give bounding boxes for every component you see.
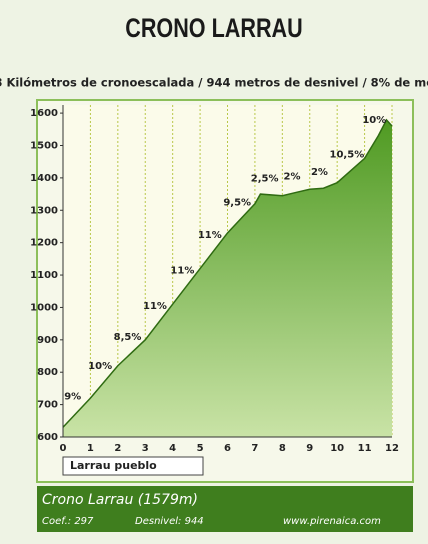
- footer: [37, 486, 413, 532]
- x-tick-label: 12: [385, 443, 399, 454]
- y-tick-label: 1400: [30, 173, 58, 184]
- gradient-label: 9%: [64, 392, 81, 403]
- gradient-label: 8,5%: [114, 332, 142, 343]
- gradient-label: 11%: [143, 301, 167, 312]
- area: [63, 119, 392, 438]
- gradient-label: 9,5%: [223, 197, 251, 208]
- footer-desnivel: Desnivel: 944: [135, 516, 204, 527]
- footer-coef: Coef.: 297: [42, 516, 94, 527]
- chart-title: CRONO LARRAU: [125, 14, 303, 44]
- x-tick-label: 0: [60, 443, 67, 454]
- x-tick-label: 1: [87, 443, 94, 454]
- gradient-label: 10%: [362, 115, 386, 126]
- start-label: Larrau pueblo: [70, 459, 157, 472]
- gradient-label: 2,5%: [251, 174, 279, 185]
- y-tick-label: 1000: [30, 302, 58, 313]
- footer-name: Crono Larrau (1579m): [42, 492, 198, 508]
- x-tick-label: 4: [169, 443, 176, 454]
- profile-line: [62, 118, 393, 428]
- y-tick-label: 900: [37, 335, 58, 346]
- y-tick-label: 1100: [30, 270, 58, 281]
- footer-site: www.pirenaica.com: [283, 516, 381, 527]
- x-tick-label: 8: [279, 443, 286, 454]
- x-tick-label: 9: [306, 443, 313, 454]
- start-box: [62, 456, 204, 476]
- y-tick-label: 1500: [30, 140, 58, 151]
- x-tick-label: 3: [142, 443, 149, 454]
- gradient-label: 2%: [284, 171, 301, 182]
- chart-subtitle: 11,8 Kilómetros de cronoescalada / 944 m…: [0, 76, 428, 90]
- x-tick-label: 5: [197, 443, 204, 454]
- y-tick-label: 600: [37, 432, 58, 443]
- y-tick-label: 800: [37, 367, 58, 378]
- gradient-label: 2%: [311, 167, 328, 178]
- x-tick-label: 11: [358, 443, 372, 454]
- gradient-label: 11%: [170, 265, 194, 276]
- gradient-label: 11%: [198, 230, 222, 241]
- x-tick-label: 6: [224, 443, 231, 454]
- x-tick-label: 7: [251, 443, 258, 454]
- y-tick-label: 700: [37, 400, 58, 411]
- x-tick-label: 2: [114, 443, 121, 454]
- gradient-label: 10%: [88, 361, 112, 372]
- y-tick-label: 1600: [30, 108, 58, 119]
- x-tick-label: 10: [330, 443, 344, 454]
- gradient-label: 10,5%: [330, 150, 365, 161]
- y-tick-label: 1300: [30, 205, 58, 216]
- y-tick-label: 1200: [30, 238, 58, 249]
